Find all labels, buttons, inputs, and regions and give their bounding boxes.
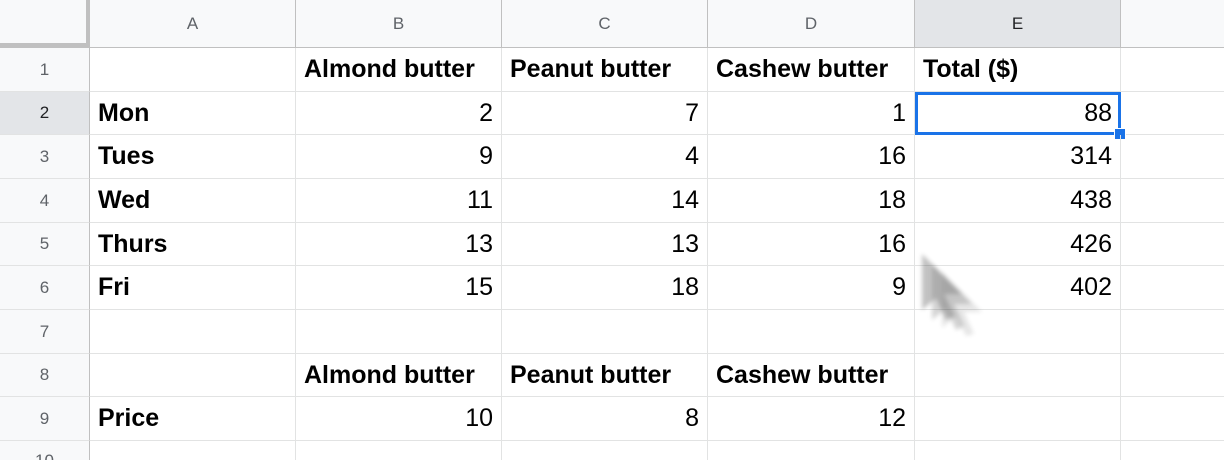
cell-e2-active[interactable]: 88 [915, 92, 1126, 140]
row-3: 3 Tues 9 4 16 314 [0, 135, 1224, 179]
mouse-pointer-icon [922, 254, 982, 336]
cell-c3[interactable]: 4 [502, 135, 708, 179]
row-header-8[interactable]: 8 [0, 354, 90, 397]
cell-c10[interactable] [502, 441, 708, 460]
cell-f9[interactable] [1121, 397, 1224, 441]
cell-f2[interactable] [1121, 92, 1224, 135]
cell-a3[interactable]: Tues [90, 135, 296, 179]
cell-b2[interactable]: 2 [296, 92, 502, 135]
cell-d5[interactable]: 16 [708, 223, 915, 266]
cell-a2[interactable]: Mon [90, 92, 296, 135]
cell-c5[interactable]: 13 [502, 223, 708, 266]
row-header-6[interactable]: 6 [0, 266, 90, 310]
column-header-a[interactable]: A [90, 0, 296, 47]
cell-d10[interactable] [708, 441, 915, 460]
cell-e7[interactable] [915, 310, 1121, 354]
cell-d9[interactable]: 12 [708, 397, 915, 441]
row-header-2[interactable]: 2 [0, 92, 90, 135]
cell-f7[interactable] [1121, 310, 1224, 354]
cell-d2[interactable]: 1 [708, 92, 915, 135]
cell-d1[interactable]: Cashew butter [708, 48, 915, 92]
cell-f6[interactable] [1121, 266, 1224, 310]
cell-e5[interactable]: 426 [915, 223, 1121, 266]
cell-a10[interactable] [90, 441, 296, 460]
cell-b8[interactable]: Almond butter [296, 354, 502, 397]
column-header-b[interactable]: B [296, 0, 502, 47]
column-header-e[interactable]: E [915, 0, 1121, 47]
row-header-5[interactable]: 5 [0, 223, 90, 266]
cell-a6[interactable]: Fri [90, 266, 296, 310]
cell-e8[interactable] [915, 354, 1121, 397]
cell-f5[interactable] [1121, 223, 1224, 266]
cell-e6[interactable]: 402 [915, 266, 1121, 310]
row-8: 8 Almond butter Peanut butter Cashew but… [0, 354, 1224, 397]
row-header-1[interactable]: 1 [0, 48, 90, 92]
row-header-7[interactable]: 7 [0, 310, 90, 354]
cell-a1[interactable] [90, 48, 296, 92]
row-9: 9 Price 10 8 12 [0, 397, 1224, 441]
row-2: 2 Mon 2 7 1 88 [0, 92, 1224, 140]
cell-c8[interactable]: Peanut butter [502, 354, 708, 397]
cell-c1[interactable]: Peanut butter [502, 48, 708, 92]
select-all-corner[interactable] [0, 0, 90, 47]
cell-e10[interactable] [915, 441, 1121, 460]
row-header-9[interactable]: 9 [0, 397, 90, 441]
cell-a9[interactable]: Price [90, 397, 296, 441]
cell-e9[interactable] [915, 397, 1121, 441]
cell-f10[interactable] [1121, 441, 1224, 460]
column-header-row: A B C D E F [0, 0, 1224, 48]
cell-b3[interactable]: 9 [296, 135, 502, 179]
row-7: 7 [0, 310, 1224, 354]
row-5: 5 Thurs 13 13 16 426 [0, 223, 1224, 266]
row-header-4[interactable]: 4 [0, 179, 90, 223]
column-header-d[interactable]: D [708, 0, 915, 47]
cell-f1[interactable] [1121, 48, 1224, 92]
column-header-c[interactable]: C [502, 0, 708, 47]
cell-f3[interactable] [1121, 135, 1224, 179]
cell-f4[interactable] [1121, 179, 1224, 223]
cell-b5[interactable]: 13 [296, 223, 502, 266]
cell-e4[interactable]: 438 [915, 179, 1121, 223]
cell-a7[interactable] [90, 310, 296, 354]
cell-b7[interactable] [296, 310, 502, 354]
row-1: 1 Almond butter Peanut butter Cashew but… [0, 48, 1224, 92]
cell-e1[interactable]: Total ($) [915, 48, 1121, 92]
cell-a4[interactable]: Wed [90, 179, 296, 223]
cell-d8[interactable]: Cashew butter [708, 354, 915, 397]
cell-b9[interactable]: 10 [296, 397, 502, 441]
cell-a5[interactable]: Thurs [90, 223, 296, 266]
row-10: 10 [0, 441, 1224, 460]
cell-c4[interactable]: 14 [502, 179, 708, 223]
column-header-f[interactable]: F [1121, 0, 1224, 47]
row-6: 6 Fri 15 18 9 402 [0, 266, 1224, 310]
cell-e3[interactable]: 314 [915, 135, 1121, 179]
cell-d7[interactable] [708, 310, 915, 354]
cell-d4[interactable]: 18 [708, 179, 915, 223]
cell-c7[interactable] [502, 310, 708, 354]
cell-c2[interactable]: 7 [502, 92, 708, 135]
cell-b1[interactable]: Almond butter [296, 48, 502, 92]
cell-e2-value: 88 [1084, 98, 1112, 127]
cell-d3[interactable]: 16 [708, 135, 915, 179]
cell-b6[interactable]: 15 [296, 266, 502, 310]
cell-b10[interactable] [296, 441, 502, 460]
cell-b4[interactable]: 11 [296, 179, 502, 223]
cell-a8[interactable] [90, 354, 296, 397]
row-header-3[interactable]: 3 [0, 135, 90, 179]
row-4: 4 Wed 11 14 18 438 [0, 179, 1224, 223]
cell-d6[interactable]: 9 [708, 266, 915, 310]
row-header-10[interactable]: 10 [0, 441, 90, 460]
cell-f8[interactable] [1121, 354, 1224, 397]
cell-c9[interactable]: 8 [502, 397, 708, 441]
cell-c6[interactable]: 18 [502, 266, 708, 310]
